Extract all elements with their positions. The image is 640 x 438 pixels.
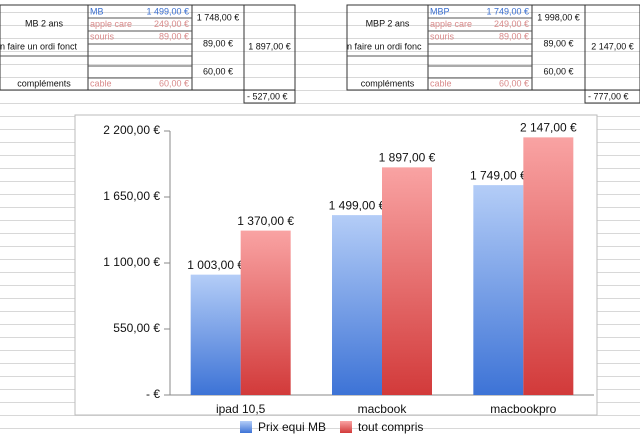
y-tick-label: 550,00 € [113, 321, 160, 335]
cell-text: 249,00 € [494, 19, 529, 29]
cell-text: compléments [17, 78, 71, 88]
block-border [0, 4, 296, 91]
cell-text: cable [430, 78, 452, 88]
cell-text: - 527,00 € [247, 91, 288, 101]
cell-text: 60,00 € [159, 78, 189, 88]
block-border [346, 4, 640, 91]
cell-text: 60,00 € [203, 66, 233, 76]
value-label: 1 749,00 € [470, 168, 527, 182]
cell-text: 60,00 € [543, 66, 573, 76]
cell-text: souris [90, 31, 115, 41]
cell-text: 249,00 € [154, 19, 189, 29]
value-label: 1 370,00 € [237, 214, 294, 228]
cell-text: cable [90, 78, 112, 88]
cell-text: souris [430, 31, 455, 41]
y-tick-label: 1 100,00 € [103, 255, 160, 269]
bar [473, 185, 524, 395]
y-tick-label: 2 200,00 € [103, 123, 160, 137]
cell-text: apple care [90, 19, 132, 29]
bar [523, 137, 574, 396]
cell-text: 89,00 € [499, 31, 529, 41]
cell-text: 89,00 € [159, 31, 189, 41]
cell-text: MBP 2 ans [366, 18, 410, 28]
y-tick-label: 1 650,00 € [103, 189, 160, 203]
cell-text: 2 147,00 € [591, 41, 634, 51]
cell-text: 1 897,00 € [248, 41, 291, 51]
bar [190, 274, 241, 395]
x-tick-label: ipad 10,5 [216, 402, 266, 416]
cell-text: n faire un ordi fonct [0, 41, 78, 51]
cell-text: 1 749,00 € [486, 6, 529, 16]
value-label: 2 147,00 € [520, 121, 577, 135]
cell-text: 1 748,00 € [197, 12, 240, 22]
y-tick-label: - € [146, 387, 160, 401]
bar [382, 167, 432, 395]
legend-label: Prix equi MB [258, 420, 326, 434]
cell-text: 89,00 € [203, 38, 233, 48]
cell-text: apple care [430, 19, 472, 29]
cell-border [243, 89, 296, 104]
cell-text: n faire un ordi fonc [347, 41, 422, 51]
legend-label: tout compris [358, 420, 423, 434]
cell-border [584, 89, 640, 104]
cell-text: 1 998,00 € [537, 12, 580, 22]
cell-text: MB 2 ans [25, 18, 64, 28]
x-tick-label: macbookpro [490, 402, 556, 416]
x-tick-label: macbook [358, 402, 408, 416]
cell-text: 1 499,00 € [146, 6, 189, 16]
cell-text: 60,00 € [499, 78, 529, 88]
cell-text: MB [90, 6, 104, 16]
value-label: 1 003,00 € [187, 258, 244, 272]
cell-text: 89,00 € [543, 38, 573, 48]
bar [332, 215, 382, 395]
cell-text: compléments [361, 78, 415, 88]
value-label: 1 897,00 € [379, 151, 436, 165]
legend-swatch [240, 421, 252, 433]
legend-swatch [340, 421, 352, 433]
value-label: 1 499,00 € [329, 198, 386, 212]
cell-text: - 777,00 € [588, 91, 629, 101]
cell-text: MBP [430, 6, 450, 16]
bar [240, 230, 291, 395]
